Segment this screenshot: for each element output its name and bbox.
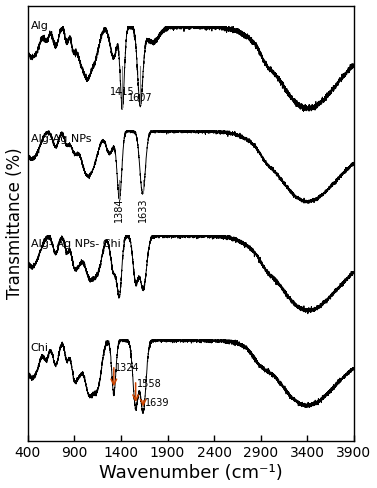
Text: Alg- Ag NPs- Chi: Alg- Ag NPs- Chi: [31, 239, 120, 249]
X-axis label: Wavenumber (cm⁻¹): Wavenumber (cm⁻¹): [99, 465, 283, 483]
Text: 1607: 1607: [128, 93, 153, 103]
Text: Alg-Ag NPs: Alg-Ag NPs: [31, 134, 91, 144]
Text: 1324: 1324: [115, 363, 140, 373]
Text: Alg: Alg: [31, 21, 48, 31]
Text: 1639: 1639: [145, 398, 169, 408]
Text: 1415: 1415: [110, 87, 135, 97]
Y-axis label: Transmittance (%): Transmittance (%): [6, 148, 23, 299]
Text: 1558: 1558: [137, 379, 162, 389]
Text: 1633: 1633: [138, 198, 148, 222]
Text: 1384: 1384: [115, 198, 124, 222]
Text: Chi: Chi: [31, 344, 49, 353]
